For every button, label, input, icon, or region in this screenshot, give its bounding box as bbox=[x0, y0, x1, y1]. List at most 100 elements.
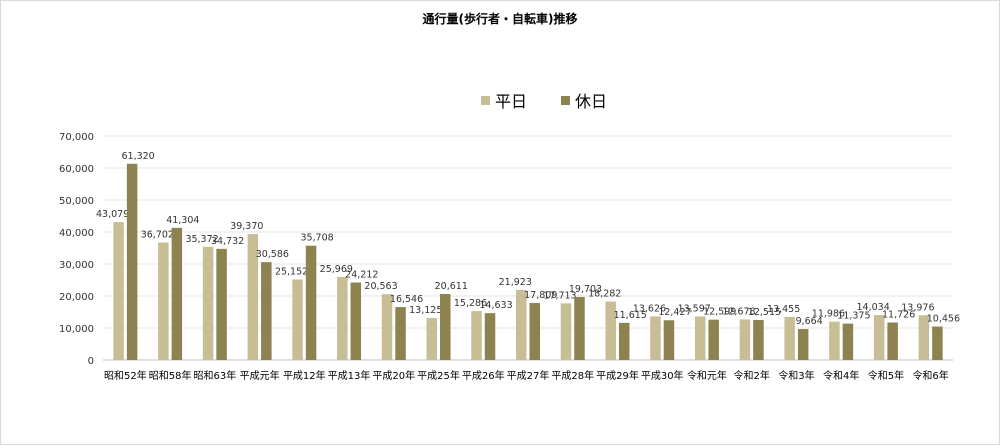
data-label: 15,286 bbox=[454, 298, 487, 309]
x-tick-label: 令和5年 bbox=[868, 369, 904, 382]
x-tick-label: 令和6年 bbox=[912, 369, 948, 382]
y-tick-label: 60,000 bbox=[59, 164, 94, 175]
legend-swatch bbox=[481, 96, 490, 105]
bar-weekday bbox=[337, 276, 348, 360]
x-tick-label: 平成28年 bbox=[551, 369, 594, 382]
data-label: 12,599 bbox=[703, 307, 736, 318]
bar-holiday bbox=[842, 323, 854, 360]
legend-label: 平日 bbox=[495, 92, 527, 111]
x-tick-label: 昭和52年 bbox=[104, 369, 147, 382]
bar-holiday bbox=[171, 227, 183, 360]
data-label: 21,923 bbox=[499, 277, 532, 288]
data-label: 13,976 bbox=[901, 302, 934, 313]
data-label: 14,034 bbox=[857, 302, 890, 313]
data-label: 30,586 bbox=[256, 249, 289, 260]
data-label: 11,726 bbox=[882, 309, 915, 320]
data-label: 20,563 bbox=[364, 281, 397, 292]
bar-holiday bbox=[216, 248, 227, 360]
data-label: 25,152 bbox=[275, 267, 308, 278]
bar-holiday bbox=[484, 313, 496, 360]
bar-holiday bbox=[663, 320, 675, 360]
legend: 平日 休日 bbox=[481, 92, 607, 111]
bar-weekday bbox=[516, 289, 527, 360]
data-label: 13,597 bbox=[678, 303, 711, 314]
y-tick-label: 0 bbox=[88, 356, 94, 367]
data-label: 20,611 bbox=[435, 281, 468, 292]
data-label: 43,079 bbox=[96, 209, 129, 220]
y-tick-label: 50,000 bbox=[59, 196, 94, 207]
y-axis: 0 10,000 20,000 30,000 40,000 50,000 60,000 70,… bbox=[59, 132, 94, 367]
legend-label: 休日 bbox=[575, 92, 607, 111]
bar-holiday bbox=[395, 307, 406, 360]
bar-holiday bbox=[305, 245, 317, 360]
data-label: 13,626 bbox=[633, 303, 666, 314]
x-tick-label: 平成29年 bbox=[596, 369, 639, 382]
data-label: 13,455 bbox=[767, 304, 800, 315]
data-label: 18,282 bbox=[588, 288, 621, 299]
x-tick-label: 平成20年 bbox=[372, 369, 415, 382]
y-tick-label: 10,000 bbox=[59, 324, 94, 335]
bar-holiday bbox=[887, 322, 898, 360]
bar-weekday bbox=[560, 303, 572, 360]
data-label: 12,678 bbox=[722, 306, 755, 317]
data-label: 36,702 bbox=[141, 230, 174, 241]
bar-weekday bbox=[918, 315, 930, 360]
data-label: 61,320 bbox=[121, 151, 154, 162]
data-label: 34,732 bbox=[211, 236, 244, 247]
x-tick-label: 平成13年 bbox=[328, 369, 371, 382]
x-axis: 昭和52年 昭和58年 昭和63年 平成元年 平成12年 平成13年 平成20年 平成25年平… bbox=[104, 369, 949, 382]
bar-weekday bbox=[426, 318, 438, 360]
data-label: 14,633 bbox=[479, 300, 512, 311]
x-tick-label: 平成12年 bbox=[283, 369, 326, 382]
data-label: 35,708 bbox=[300, 233, 333, 244]
data-label: 13,125 bbox=[409, 305, 442, 316]
x-tick-label: 平成25年 bbox=[417, 369, 460, 382]
bar-weekday bbox=[247, 234, 259, 360]
y-tick-label: 30,000 bbox=[59, 260, 94, 271]
bar-holiday bbox=[529, 303, 540, 360]
bar-weekday bbox=[113, 222, 124, 360]
data-label: 9,664 bbox=[796, 316, 823, 327]
data-label: 25,969 bbox=[320, 264, 353, 275]
data-label: 17,809 bbox=[524, 290, 557, 301]
bar-weekday bbox=[381, 294, 393, 360]
x-tick-label: 昭和63年 bbox=[193, 369, 236, 382]
bar-holiday bbox=[797, 329, 809, 360]
x-tick-label: 令和元年 bbox=[687, 369, 727, 382]
data-label: 11,986 bbox=[812, 309, 845, 320]
bar-weekday bbox=[605, 301, 616, 360]
bar-weekday bbox=[202, 246, 214, 360]
y-tick-label: 20,000 bbox=[59, 292, 94, 303]
data-label: 17,713 bbox=[543, 290, 576, 301]
bar-holiday bbox=[440, 294, 451, 360]
data-label: 10,456 bbox=[927, 314, 960, 325]
bar-weekday bbox=[739, 319, 751, 360]
bar-holiday bbox=[261, 262, 272, 360]
chart-title: 通行量(歩行者・自転車)推移 bbox=[423, 11, 578, 26]
bar-weekday bbox=[873, 315, 885, 360]
bar-holiday bbox=[574, 296, 585, 360]
bar-holiday bbox=[618, 322, 630, 360]
bar-weekday bbox=[158, 242, 169, 360]
bar-weekday bbox=[650, 316, 661, 360]
legend-swatch bbox=[561, 96, 570, 105]
gridlines bbox=[103, 135, 953, 361]
data-label: 24,212 bbox=[345, 270, 378, 281]
bar-weekday bbox=[292, 279, 303, 360]
x-tick-label: 令和4年 bbox=[823, 369, 859, 382]
data-label: 39,370 bbox=[230, 221, 263, 232]
x-tick-label: 平成27年 bbox=[507, 369, 550, 382]
bar-holiday bbox=[932, 326, 943, 360]
bar-holiday bbox=[753, 319, 764, 360]
y-tick-label: 70,000 bbox=[59, 132, 94, 143]
y-tick-label: 40,000 bbox=[59, 228, 94, 239]
x-tick-label: 令和2年 bbox=[733, 369, 769, 382]
x-tick-label: 平成30年 bbox=[641, 369, 684, 382]
x-tick-label: 昭和58年 bbox=[149, 369, 192, 382]
data-label: 12,515 bbox=[748, 307, 781, 318]
bar-weekday bbox=[784, 316, 795, 360]
bar-weekday bbox=[471, 311, 482, 360]
data-label: 11,375 bbox=[837, 311, 870, 322]
